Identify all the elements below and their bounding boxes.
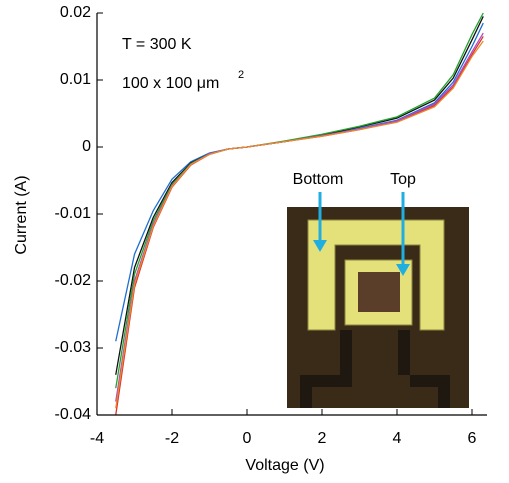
inset-label: Top — [390, 171, 416, 188]
y-tick-label: 0.01 — [60, 71, 91, 88]
inset-label: Bottom — [293, 171, 344, 188]
arrowhead — [396, 264, 410, 276]
x-axis-label: Voltage (V) — [245, 457, 324, 474]
annotation: 100 x 100 μm — [122, 75, 219, 92]
x-tick-label: 0 — [243, 430, 252, 447]
y-tick-label: -0.01 — [55, 205, 92, 222]
inset-bottom-contact — [307, 219, 445, 331]
arrowhead — [313, 240, 327, 252]
x-tick-label: 4 — [393, 430, 402, 447]
x-tick-label: -4 — [90, 430, 104, 447]
x-tick-label: 6 — [468, 430, 477, 447]
inset-image — [287, 207, 469, 408]
inset-mesa — [358, 272, 400, 312]
y-tick-label: 0 — [82, 138, 91, 155]
y-tick-label: -0.04 — [55, 406, 92, 423]
y-tick-label: 0.02 — [60, 4, 91, 21]
y-tick-label: -0.02 — [55, 272, 92, 289]
y-tick-label: -0.03 — [55, 339, 92, 356]
annotation: T = 300 K — [122, 36, 192, 53]
x-tick-label: -2 — [165, 430, 179, 447]
annotation-exponent: 2 — [238, 69, 244, 81]
x-tick-label: 2 — [318, 430, 327, 447]
inset-trace — [300, 330, 352, 408]
curves — [115, 12, 484, 416]
inset-trace — [398, 330, 450, 408]
iv-curve — [115, 40, 484, 409]
y-axis-label: Current (A) — [13, 175, 30, 254]
